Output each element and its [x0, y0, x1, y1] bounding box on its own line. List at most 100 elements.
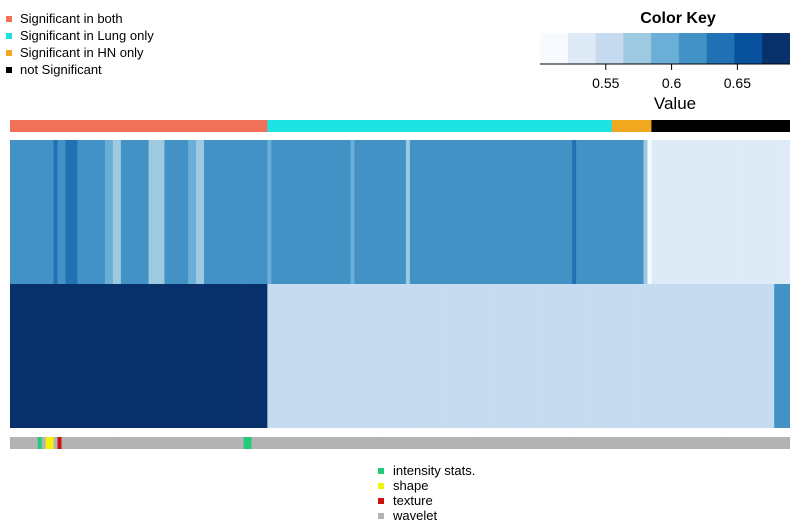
heatmap-cell: [112, 284, 118, 428]
feature-type-cell: [283, 437, 288, 449]
feature-type-legend-label: wavelet: [392, 508, 437, 523]
feature-type-cell: [508, 437, 514, 449]
heatmap-cell: [204, 284, 209, 428]
heatmap-cell: [659, 140, 664, 284]
heatmap-cell: [726, 284, 731, 428]
heatmap-cell: [734, 140, 739, 284]
heatmap-cell: [576, 284, 581, 428]
feature-type-cell: [758, 437, 763, 449]
heatmap-cell: [53, 284, 58, 428]
feature-type-cell: [742, 437, 747, 449]
feature-type-legend-swatch: [378, 498, 384, 504]
heatmap-cell: [390, 284, 395, 428]
heatmap-cell: [489, 140, 494, 284]
feature-type-cell: [766, 437, 771, 449]
feature-type-cell: [572, 437, 577, 449]
feature-type-legend-swatch: [378, 483, 384, 489]
heatmap-cell: [279, 140, 284, 284]
feature-type-cell: [580, 437, 585, 449]
heatmap-cell: [635, 284, 640, 428]
heatmap-cell: [398, 284, 403, 428]
heatmap-cell: [370, 140, 375, 284]
heatmap-cell: [49, 284, 54, 428]
heatmap-cell: [247, 284, 252, 428]
heatmap-cell: [267, 284, 272, 428]
feature-type-cell: [730, 437, 735, 449]
feature-type-cell: [366, 437, 371, 449]
feature-type-cell: [374, 437, 379, 449]
heatmap-cell: [489, 284, 494, 428]
feature-type-cell: [314, 437, 320, 449]
feature-type-cell: [176, 437, 181, 449]
feature-type-cell: [770, 437, 775, 449]
heatmap-cell: [607, 284, 613, 428]
feature-type-cell: [469, 437, 474, 449]
feature-type-cell: [334, 437, 339, 449]
feature-type-cell: [405, 437, 411, 449]
heatmap-cell: [45, 140, 50, 284]
heatmap-cell: [61, 140, 66, 284]
heatmap-cell: [101, 284, 106, 428]
heatmap-cell: [679, 140, 684, 284]
heatmap-cell: [219, 140, 225, 284]
heatmap-cell: [449, 284, 454, 428]
heatmap-cell: [679, 284, 684, 428]
heatmap-cell: [671, 284, 676, 428]
heatmap-cell: [635, 140, 640, 284]
heatmap-cell: [722, 140, 727, 284]
heatmap-cell: [306, 140, 312, 284]
feature-type-cell: [53, 437, 58, 449]
heatmap-cell: [639, 284, 644, 428]
heatmap-cell: [283, 284, 288, 428]
heatmap-cell: [215, 140, 221, 284]
feature-type-cell: [433, 437, 438, 449]
heatmap-cell: [453, 140, 458, 284]
feature-type-cell: [326, 437, 332, 449]
heatmap-cell: [41, 140, 46, 284]
heatmap-cell: [544, 140, 549, 284]
feature-type-cell: [738, 437, 743, 449]
feature-type-cell: [683, 437, 688, 449]
heatmap-cell: [556, 140, 561, 284]
heatmap-cell: [738, 140, 743, 284]
heatmap-cell: [599, 284, 605, 428]
feature-type-cell: [184, 437, 189, 449]
heatmap-cell: [572, 140, 577, 284]
significance-legend-label: Significant in HN only: [20, 45, 144, 60]
heatmap-cell: [239, 140, 244, 284]
feature-type-cell: [29, 437, 35, 449]
heatmap-cell: [192, 140, 197, 284]
feature-type-cell: [477, 437, 482, 449]
feature-type-cell: [592, 437, 597, 449]
heatmap-cell: [659, 284, 664, 428]
heatmap-cells: [10, 140, 790, 428]
heatmap-cell: [263, 284, 268, 428]
feature-type-cell: [211, 437, 217, 449]
heatmap-cell: [231, 284, 237, 428]
heatmap-cell: [148, 284, 153, 428]
significance-legend-swatch: [6, 33, 12, 39]
feature-type-cell: [223, 437, 229, 449]
feature-type-cell: [382, 437, 387, 449]
feature-type-cell: [255, 437, 260, 449]
feature-type-cell: [390, 437, 395, 449]
heatmap-cell: [338, 140, 343, 284]
feature-type-cell: [10, 437, 15, 449]
heatmap-cell: [702, 284, 708, 428]
heatmap-cell: [595, 140, 601, 284]
heatmap-cell: [247, 140, 252, 284]
heatmap-cell: [180, 140, 185, 284]
heatmap-cell: [691, 140, 696, 284]
heatmap-cell: [730, 140, 735, 284]
feature-type-cell: [409, 437, 415, 449]
heatmap-cell: [615, 140, 621, 284]
heatmap-cell: [57, 284, 62, 428]
feature-type-cell: [77, 437, 82, 449]
color-key-tick-label: 0.55: [592, 75, 619, 91]
heatmap-cell: [394, 140, 399, 284]
heatmap-cell: [742, 140, 747, 284]
heatmap-cell: [481, 140, 486, 284]
heatmap-cell: [334, 284, 339, 428]
heatmap-cell: [687, 284, 692, 428]
heatmap-cell: [318, 140, 324, 284]
